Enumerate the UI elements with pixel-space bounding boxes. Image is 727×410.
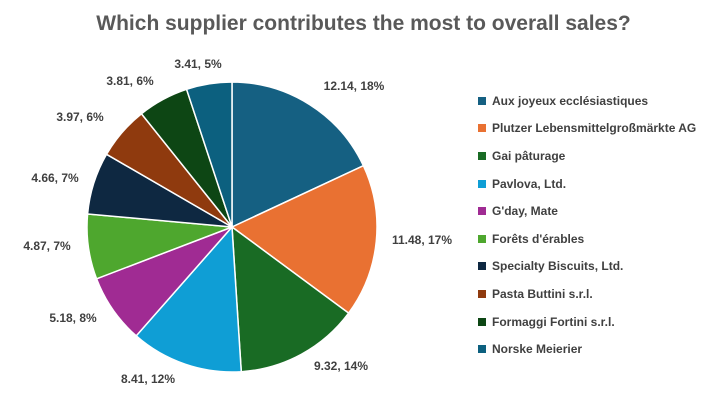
pie-slice-pavlova-ltd[interactable]	[135, 225, 243, 373]
legend-item-forets-d-erables[interactable]: Forêts d'érables	[478, 225, 696, 253]
data-label-pavlova-ltd: 8.41, 12%	[121, 372, 175, 386]
legend-item-plutzer-lebensmittelgro-markte-ag[interactable]: Plutzer Lebensmittelgroßmärkte AG	[478, 115, 696, 143]
legend-item-pavlova-ltd[interactable]: Pavlova, Ltd.	[478, 170, 696, 198]
data-label-aux-joyeux-ecclesiastiques: 12.14, 18%	[324, 79, 385, 93]
legend-swatch	[478, 289, 486, 298]
legend-label: Norske Meierier	[492, 342, 583, 357]
data-label-formaggi-fortini-s-r-l: 3.81, 6%	[106, 74, 154, 88]
legend-swatch	[478, 262, 486, 271]
data-label-g-day-mate: 5.18, 8%	[49, 311, 97, 325]
legend-label: Pavlova, Ltd.	[492, 176, 567, 191]
pie-slice-aux-joyeux-ecclesiastiques[interactable]	[231, 81, 365, 229]
data-label-norske-meierier: 3.41, 5%	[174, 57, 222, 71]
legend-swatch	[478, 317, 486, 326]
legend-swatch	[478, 234, 486, 243]
data-label-plutzer-lebensmittelgro-markte-ag: 11.48, 17%	[392, 233, 452, 247]
legend-swatch	[478, 124, 486, 133]
legend-item-aux-joyeux-ecclesiastiques[interactable]: Aux joyeux ecclésiastiques	[478, 87, 696, 115]
legend-item-g-day-mate[interactable]: G'day, Mate	[478, 197, 696, 225]
legend-item-formaggi-fortini-s-r-l[interactable]: Formaggi Fortini s.r.l.	[478, 308, 696, 336]
chart-legend: Aux joyeux ecclésiastiques Plutzer Lebens…	[478, 87, 696, 363]
legend-label: G'day, Mate	[492, 204, 558, 219]
legend-item-pasta-buttini-s-r-l[interactable]: Pasta Buttini s.r.l.	[478, 280, 696, 308]
legend-label: Specialty Biscuits, Ltd.	[492, 259, 624, 274]
legend-swatch	[478, 151, 486, 160]
pie-slice-plutzer-lebensmittelgro-markte-ag[interactable]	[230, 164, 378, 315]
legend-item-norske-meierier[interactable]: Norske Meierier	[478, 335, 696, 363]
data-label-forets-d-erables: 4.87, 7%	[23, 239, 71, 253]
data-label-specialty-biscuits-ltd: 4.66, 7%	[31, 171, 79, 185]
legend-label: Plutzer Lebensmittelgroßmärkte AG	[492, 121, 697, 136]
legend-swatch	[478, 96, 486, 105]
legend-item-gai-paturage[interactable]: Gai pâturage	[478, 142, 696, 170]
data-label-gai-paturage: 9.32, 14%	[314, 359, 368, 373]
legend-swatch	[478, 345, 486, 354]
legend-item-specialty-biscuits-ltd[interactable]: Specialty Biscuits, Ltd.	[478, 253, 696, 281]
legend-label: Formaggi Fortini s.r.l.	[492, 314, 615, 329]
legend-label: Forêts d'érables	[492, 231, 585, 246]
chart-title: Which supplier contributes the most to o…	[96, 12, 631, 35]
legend-label: Aux joyeux ecclésiastiques	[492, 93, 649, 108]
legend-label: Gai pâturage	[492, 148, 566, 163]
legend-swatch	[478, 207, 486, 216]
legend-label: Pasta Buttini s.r.l.	[492, 286, 593, 301]
data-label-pasta-buttini-s-r-l: 3.97, 6%	[56, 110, 104, 124]
pie-slice-norske-meierier[interactable]	[185, 81, 233, 228]
pie-slice-gai-paturage[interactable]	[231, 225, 350, 373]
legend-swatch	[478, 179, 486, 188]
